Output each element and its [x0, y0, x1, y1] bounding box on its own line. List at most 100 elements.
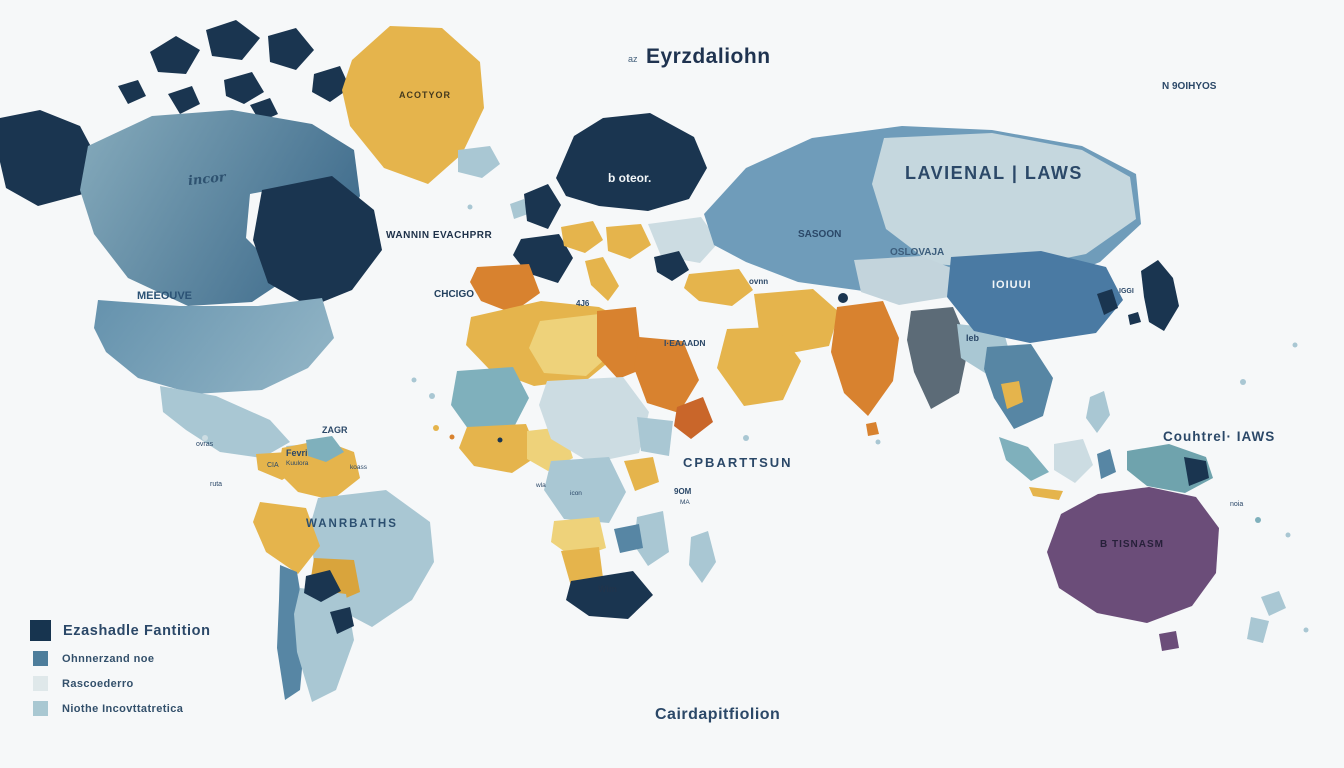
congo-label: icon — [570, 490, 582, 497]
region-congo — [544, 457, 626, 523]
legend-label-4: Niothe Incovttatretica — [62, 702, 184, 715]
region-united-states — [94, 298, 334, 394]
region-mexico — [160, 386, 290, 458]
region-west-africa — [451, 367, 529, 433]
region-east-europe — [648, 217, 719, 263]
region-south-africa — [566, 571, 653, 619]
central-region-title: CPBARTTSUN — [683, 455, 793, 470]
legend-row: Ezashadle Fantition — [30, 620, 211, 641]
legend-swatch-4 — [33, 701, 48, 716]
europe — [470, 113, 753, 313]
legend-row: Rascoederro — [30, 676, 211, 691]
legend-swatch-3 — [33, 676, 48, 691]
south-africa-label: Wim — [598, 584, 617, 594]
amazon-label: koass — [350, 464, 367, 471]
region-turkey — [684, 269, 753, 306]
legend-label-1: Ezashadle Fantition — [63, 622, 211, 639]
north-america — [0, 20, 500, 480]
colombia-sublabel: Kuulora — [286, 460, 309, 467]
region-java — [1029, 487, 1063, 500]
region-slate — [907, 307, 969, 409]
region-nz-south — [1247, 617, 1269, 643]
region-greenland — [342, 26, 484, 184]
region-tanzania — [624, 457, 659, 491]
japan-label: IGGI — [1119, 288, 1134, 295]
region-japan — [1141, 260, 1179, 331]
pacific-region-title: Couhtrel· IAWS — [1163, 429, 1276, 444]
region-korea — [1097, 289, 1118, 315]
iberia-label: CHCIGO — [434, 289, 474, 300]
region-ireland — [510, 199, 528, 219]
south-america — [253, 436, 434, 702]
scandinavia-label: b oteor. — [608, 171, 652, 185]
northeast-region-title: N 9OIHYOS — [1162, 81, 1217, 92]
region-scandinavia — [556, 113, 707, 211]
region-east-canada — [253, 176, 382, 307]
region-siberia — [872, 133, 1136, 269]
tanzania-label: 9OM — [674, 487, 692, 496]
region-balkans — [654, 251, 689, 281]
region-sumatra — [999, 437, 1049, 481]
gulf-guinea-label: wla — [536, 482, 546, 489]
russia-west-label: SASOON — [798, 229, 842, 240]
ocean-specks — [202, 204, 1309, 633]
region-australia — [1047, 487, 1219, 623]
siberia-label: OSLOVAJA — [890, 247, 945, 258]
map-title-prefix: az — [628, 54, 638, 64]
ecuador-label: CIA — [267, 462, 279, 469]
region-italy — [585, 257, 619, 301]
region-alaska — [0, 110, 97, 206]
legend-swatch-2 — [33, 651, 48, 666]
legend-swatch-1 — [30, 620, 51, 641]
region-philippines — [1086, 391, 1110, 433]
china-label: IOIUUI — [992, 279, 1032, 291]
solomon-label: noia — [1230, 501, 1244, 508]
pacific-speck-label: ovras — [196, 441, 214, 448]
region-argentina — [294, 588, 354, 702]
us-label: MEEOUVE — [137, 290, 193, 302]
atlantic-label: WANNIN EVACHPRR — [386, 230, 493, 241]
region-central-africa — [539, 377, 649, 463]
region-colombia — [278, 440, 360, 500]
legend-label-2: Ohnnerzand noe — [62, 652, 155, 665]
caspian-label: ovnn — [749, 277, 769, 286]
region-sahara — [529, 314, 613, 376]
region-nz-north — [1261, 591, 1286, 616]
region-horn — [674, 397, 713, 439]
oceania — [1047, 487, 1286, 651]
asia — [704, 126, 1213, 500]
australia-label: B TISNASM — [1100, 539, 1164, 550]
legend-row: Niothe Incovttatretica — [30, 701, 211, 716]
region-mozambique — [634, 511, 669, 566]
region-iberia — [470, 264, 540, 313]
map-caption: Cairdapitfiolion — [655, 706, 781, 723]
region-uk — [524, 184, 561, 229]
region-zimbabwe — [614, 524, 643, 553]
region-borneo — [1054, 439, 1093, 483]
colombia-label: Fevri — [286, 448, 308, 458]
map-title: Eyrzdaliohn — [646, 45, 771, 68]
region-madagascar — [689, 531, 716, 583]
region-ethiopia — [634, 337, 699, 413]
peru-coast-label: ruta — [210, 481, 223, 488]
region-kenya — [637, 417, 673, 456]
caspian-sea — [838, 293, 848, 303]
region-egypt — [597, 307, 643, 379]
tanzania-sublabel: MA — [680, 499, 690, 506]
africa — [451, 301, 716, 619]
region-tasmania — [1159, 631, 1179, 651]
region-iceland — [458, 146, 500, 178]
region-kazakhstan — [854, 256, 959, 305]
canada-label: incor — [187, 170, 227, 189]
legend: Ezashadle Fantition Ohnnerzand noe Rasco… — [30, 620, 211, 726]
brazil-label: WANRBATHS — [306, 518, 398, 530]
greenland-label: ACOTYOR — [399, 90, 451, 100]
eurasia-region-title: LAVIENAL | LAWS — [905, 163, 1083, 183]
region-india — [831, 301, 899, 416]
region-arabia — [717, 327, 801, 406]
mediterranean-label: 4J6 — [576, 299, 590, 308]
legend-row: Ohnnerzand noe — [30, 651, 211, 666]
guyana-label: ZAGR — [322, 425, 348, 435]
